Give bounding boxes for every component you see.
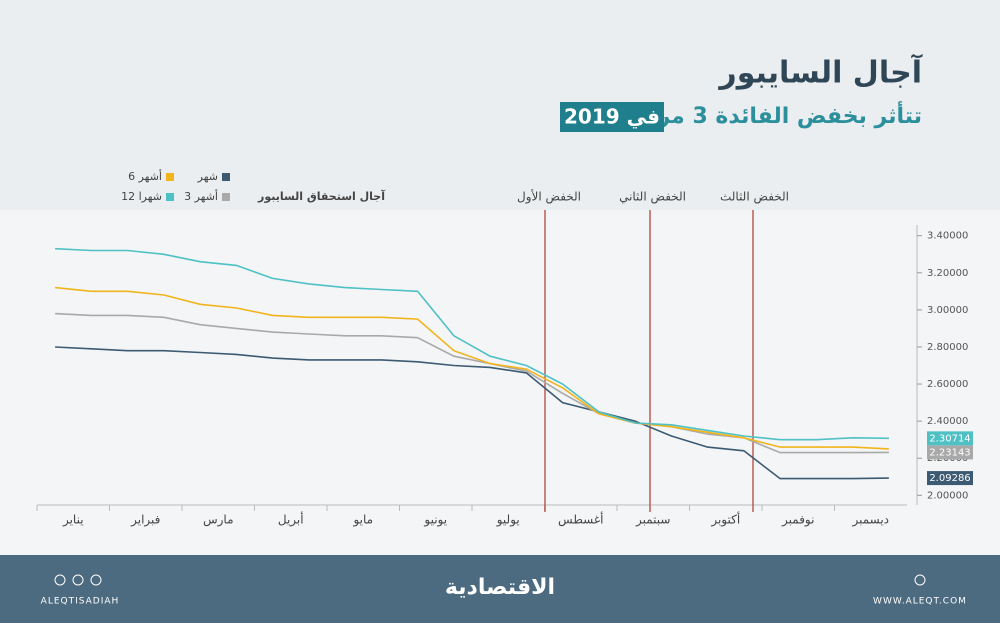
legend-swatch xyxy=(166,193,174,201)
end-label-box xyxy=(927,445,973,460)
series-line xyxy=(55,247,889,441)
end-label: 2.09286 xyxy=(929,473,970,484)
subtitle-highlight-box xyxy=(560,102,664,132)
y-tick-label: 2.00000 xyxy=(927,490,968,501)
x-tick-label: يوليو xyxy=(496,513,520,528)
chart-title: آجال السايبور xyxy=(717,54,922,91)
legend-swatch xyxy=(166,173,174,181)
web-icon xyxy=(914,574,926,586)
social-icon xyxy=(72,574,84,586)
cut-label: الخفض الثاني xyxy=(619,190,686,205)
footer-site: WWW.ALEQT.COM xyxy=(873,597,967,607)
legend-label: 12 شهرا xyxy=(121,190,162,203)
x-tick-label: نوفمبر xyxy=(781,513,814,528)
y-tick-label: 2.80000 xyxy=(927,342,968,353)
footer-bar xyxy=(0,555,1000,623)
x-tick-label: يونيو xyxy=(423,513,447,528)
y-tick-label: 3.20000 xyxy=(927,268,968,279)
x-tick-label: مايو xyxy=(352,513,373,528)
x-tick-label: فبراير xyxy=(130,513,160,528)
x-tick-label: سبتمبر xyxy=(635,513,670,528)
y-tick-label: 3.00000 xyxy=(927,305,968,316)
legend-swatch xyxy=(222,193,230,201)
x-tick-label: مارس xyxy=(203,513,234,528)
legend-title: آجال استحقاق السايبور xyxy=(257,189,385,203)
legend-label: 3 أشهر xyxy=(184,189,218,203)
end-label-box xyxy=(927,431,973,446)
end-label: 2.23143 xyxy=(929,447,970,458)
x-tick-label: أبريل xyxy=(278,512,304,528)
series-line xyxy=(55,346,889,480)
legend-label: شهر xyxy=(197,170,218,183)
chart-subtitle: تتأثر بخفض الفائدة 3 مرات xyxy=(628,100,922,129)
social-icon xyxy=(90,574,102,586)
x-tick-label: أكتوبر xyxy=(710,512,740,528)
x-tick-label: ديسمبر xyxy=(851,513,889,528)
series-line xyxy=(55,312,889,454)
y-tick-label: 2.60000 xyxy=(927,379,968,390)
cut-label: الخفض الأول xyxy=(517,189,581,205)
end-label-box xyxy=(927,471,973,486)
x-tick-label: يناير xyxy=(62,513,84,528)
social-icon xyxy=(54,574,66,586)
footer-handle: ALEQTISADIAH xyxy=(41,597,120,607)
end-label: 2.30714 xyxy=(929,433,970,444)
footer-brand: الاقتصادية xyxy=(445,575,555,600)
legend-swatch xyxy=(222,173,230,181)
cut-label: الخفض الثالث xyxy=(720,190,789,205)
series-line xyxy=(55,286,889,450)
y-tick-label: 2.40000 xyxy=(927,416,968,427)
y-tick-label: 3.40000 xyxy=(927,231,968,242)
legend-label: 6 أشهر xyxy=(128,169,162,183)
x-tick-label: أغسطس xyxy=(558,512,603,528)
subtitle-highlight: في 2019 xyxy=(564,105,660,130)
legend: شهر 3 أشهر 6 أشهر 12 شهرا xyxy=(121,169,230,203)
